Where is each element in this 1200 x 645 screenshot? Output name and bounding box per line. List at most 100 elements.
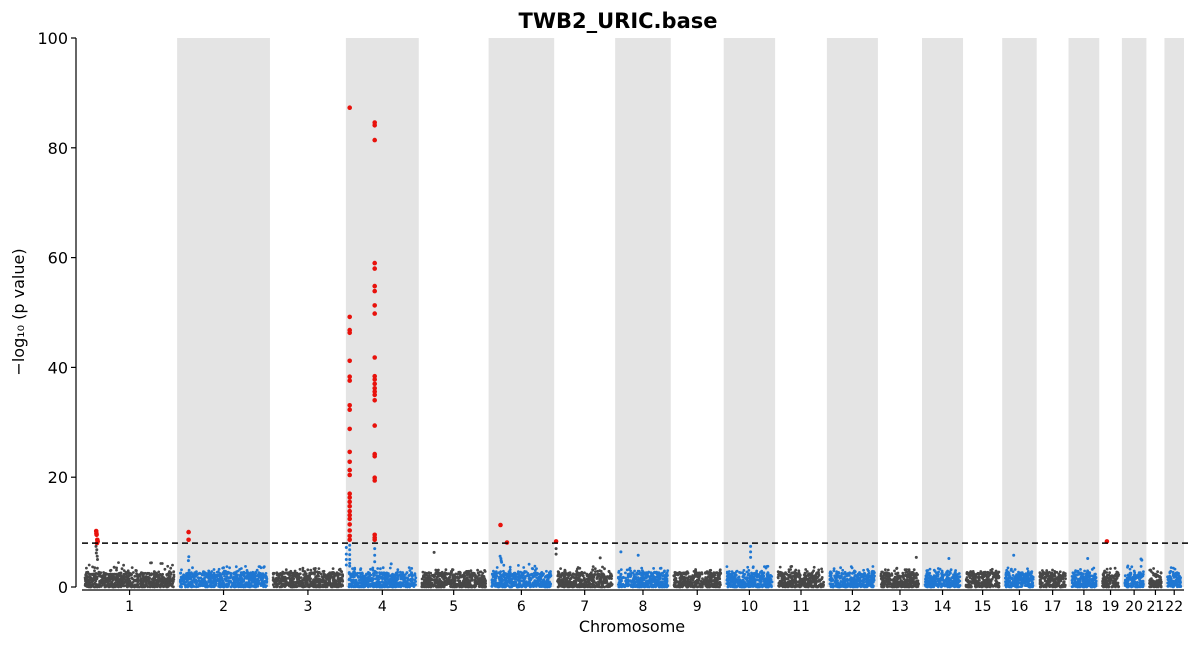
snp-point <box>593 567 597 571</box>
snp-point <box>234 579 238 583</box>
snp-point <box>206 585 210 588</box>
snp-point <box>330 571 333 574</box>
snp-point <box>300 579 304 583</box>
snp-point <box>172 573 176 577</box>
snp-point <box>533 579 537 583</box>
snp-point <box>645 580 649 584</box>
snp-point <box>744 583 748 587</box>
snp-point <box>470 585 474 589</box>
snp-point <box>103 583 107 587</box>
snp-point <box>766 584 770 588</box>
snp-point <box>288 584 291 588</box>
snp-point <box>141 585 145 589</box>
snp-point <box>350 582 354 585</box>
snp-point <box>610 574 614 578</box>
snp-point <box>367 571 370 574</box>
snp-point <box>221 579 225 583</box>
snp-point <box>500 573 504 577</box>
snp-point <box>317 582 321 586</box>
snp-point <box>631 583 634 587</box>
snp-point <box>120 567 124 571</box>
snp-point <box>424 577 428 581</box>
snp-point <box>138 582 142 585</box>
snp-cloud-chr-11 <box>776 565 825 589</box>
snp-point <box>150 578 154 581</box>
snp-point <box>131 581 135 584</box>
snp-point <box>413 574 417 577</box>
snp-point <box>306 568 310 572</box>
snp-point <box>166 564 170 568</box>
snp-point <box>496 585 500 589</box>
snp-point <box>468 575 472 579</box>
snp-point <box>718 571 722 575</box>
snp-point <box>528 583 532 586</box>
snp-point <box>120 584 124 588</box>
snp-cloud-chr-7 <box>556 565 614 589</box>
snp-point <box>208 574 211 577</box>
snp-point <box>744 576 748 580</box>
snp-point <box>444 582 447 586</box>
snp-point <box>214 573 218 577</box>
snp-point <box>420 581 424 585</box>
snp-point <box>244 565 247 568</box>
snp-point <box>321 570 325 573</box>
snp-point <box>135 569 138 573</box>
snp-cloud-chr-8 <box>616 566 670 589</box>
snp-point <box>598 573 602 576</box>
snp-point <box>408 569 412 572</box>
snp-point <box>405 571 409 575</box>
snp-point <box>211 585 215 589</box>
snp-point <box>373 585 376 589</box>
snp-point <box>110 582 114 585</box>
snp-point <box>169 566 173 570</box>
snp-point <box>277 574 280 578</box>
snp-point <box>580 570 584 574</box>
snp-point <box>93 577 96 580</box>
snp-point <box>339 576 343 580</box>
snp-point <box>193 581 196 584</box>
band-chr-14 <box>922 38 964 587</box>
snp-point <box>629 573 633 577</box>
snp-point <box>509 584 513 588</box>
snp-point <box>130 573 134 576</box>
snp-point <box>449 570 453 573</box>
snp-point <box>125 574 129 578</box>
snp-point <box>619 573 623 576</box>
snp-point <box>762 579 766 583</box>
snp-point <box>95 576 99 580</box>
snp-point <box>351 578 355 582</box>
snp-point <box>754 573 758 577</box>
snp-point <box>656 575 660 579</box>
band-chr-10 <box>723 38 776 587</box>
snp-point <box>556 579 560 582</box>
snp-point <box>254 570 257 574</box>
snp-point <box>379 567 382 571</box>
snp-point <box>155 585 159 589</box>
snp-point <box>481 582 485 585</box>
snp-point <box>640 566 644 570</box>
snp-point <box>509 573 513 577</box>
snp-point <box>354 579 358 582</box>
snp-point <box>359 567 363 570</box>
snp-point <box>610 583 614 586</box>
snp-point <box>474 582 478 585</box>
snp-point <box>530 573 533 576</box>
snp-point <box>490 579 494 582</box>
snp-point <box>633 569 636 573</box>
snp-point <box>377 574 381 578</box>
snp-point <box>407 582 411 585</box>
snp-point <box>288 574 292 578</box>
snp-point <box>369 585 372 588</box>
snp-point <box>273 579 277 582</box>
snp-point <box>259 575 263 578</box>
snp-point <box>210 570 214 573</box>
snp-point <box>337 583 341 587</box>
snp-point <box>691 574 695 577</box>
snp-point <box>160 584 164 588</box>
snp-point <box>568 583 571 587</box>
snp-point <box>729 581 733 585</box>
snp-point <box>192 578 196 582</box>
snp-point <box>736 578 740 582</box>
snp-point <box>434 571 438 575</box>
